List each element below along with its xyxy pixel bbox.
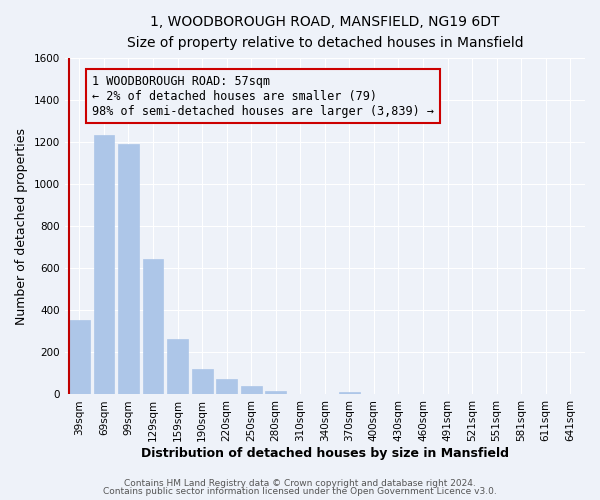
- Bar: [191, 369, 212, 394]
- Text: Contains HM Land Registry data © Crown copyright and database right 2024.: Contains HM Land Registry data © Crown c…: [124, 478, 476, 488]
- Bar: [143, 258, 163, 394]
- Bar: [167, 338, 188, 394]
- X-axis label: Distribution of detached houses by size in Mansfield: Distribution of detached houses by size …: [141, 447, 509, 460]
- Bar: [118, 144, 139, 395]
- Bar: [339, 392, 360, 394]
- Text: Contains public sector information licensed under the Open Government Licence v3: Contains public sector information licen…: [103, 487, 497, 496]
- Bar: [94, 134, 115, 394]
- Title: 1, WOODBOROUGH ROAD, MANSFIELD, NG19 6DT
Size of property relative to detached h: 1, WOODBOROUGH ROAD, MANSFIELD, NG19 6DT…: [127, 15, 523, 50]
- Bar: [241, 386, 262, 394]
- Y-axis label: Number of detached properties: Number of detached properties: [15, 128, 28, 324]
- Bar: [265, 390, 286, 394]
- Bar: [69, 320, 90, 394]
- Text: 1 WOODBOROUGH ROAD: 57sqm
← 2% of detached houses are smaller (79)
98% of semi-d: 1 WOODBOROUGH ROAD: 57sqm ← 2% of detach…: [92, 74, 434, 118]
- Bar: [216, 378, 237, 394]
